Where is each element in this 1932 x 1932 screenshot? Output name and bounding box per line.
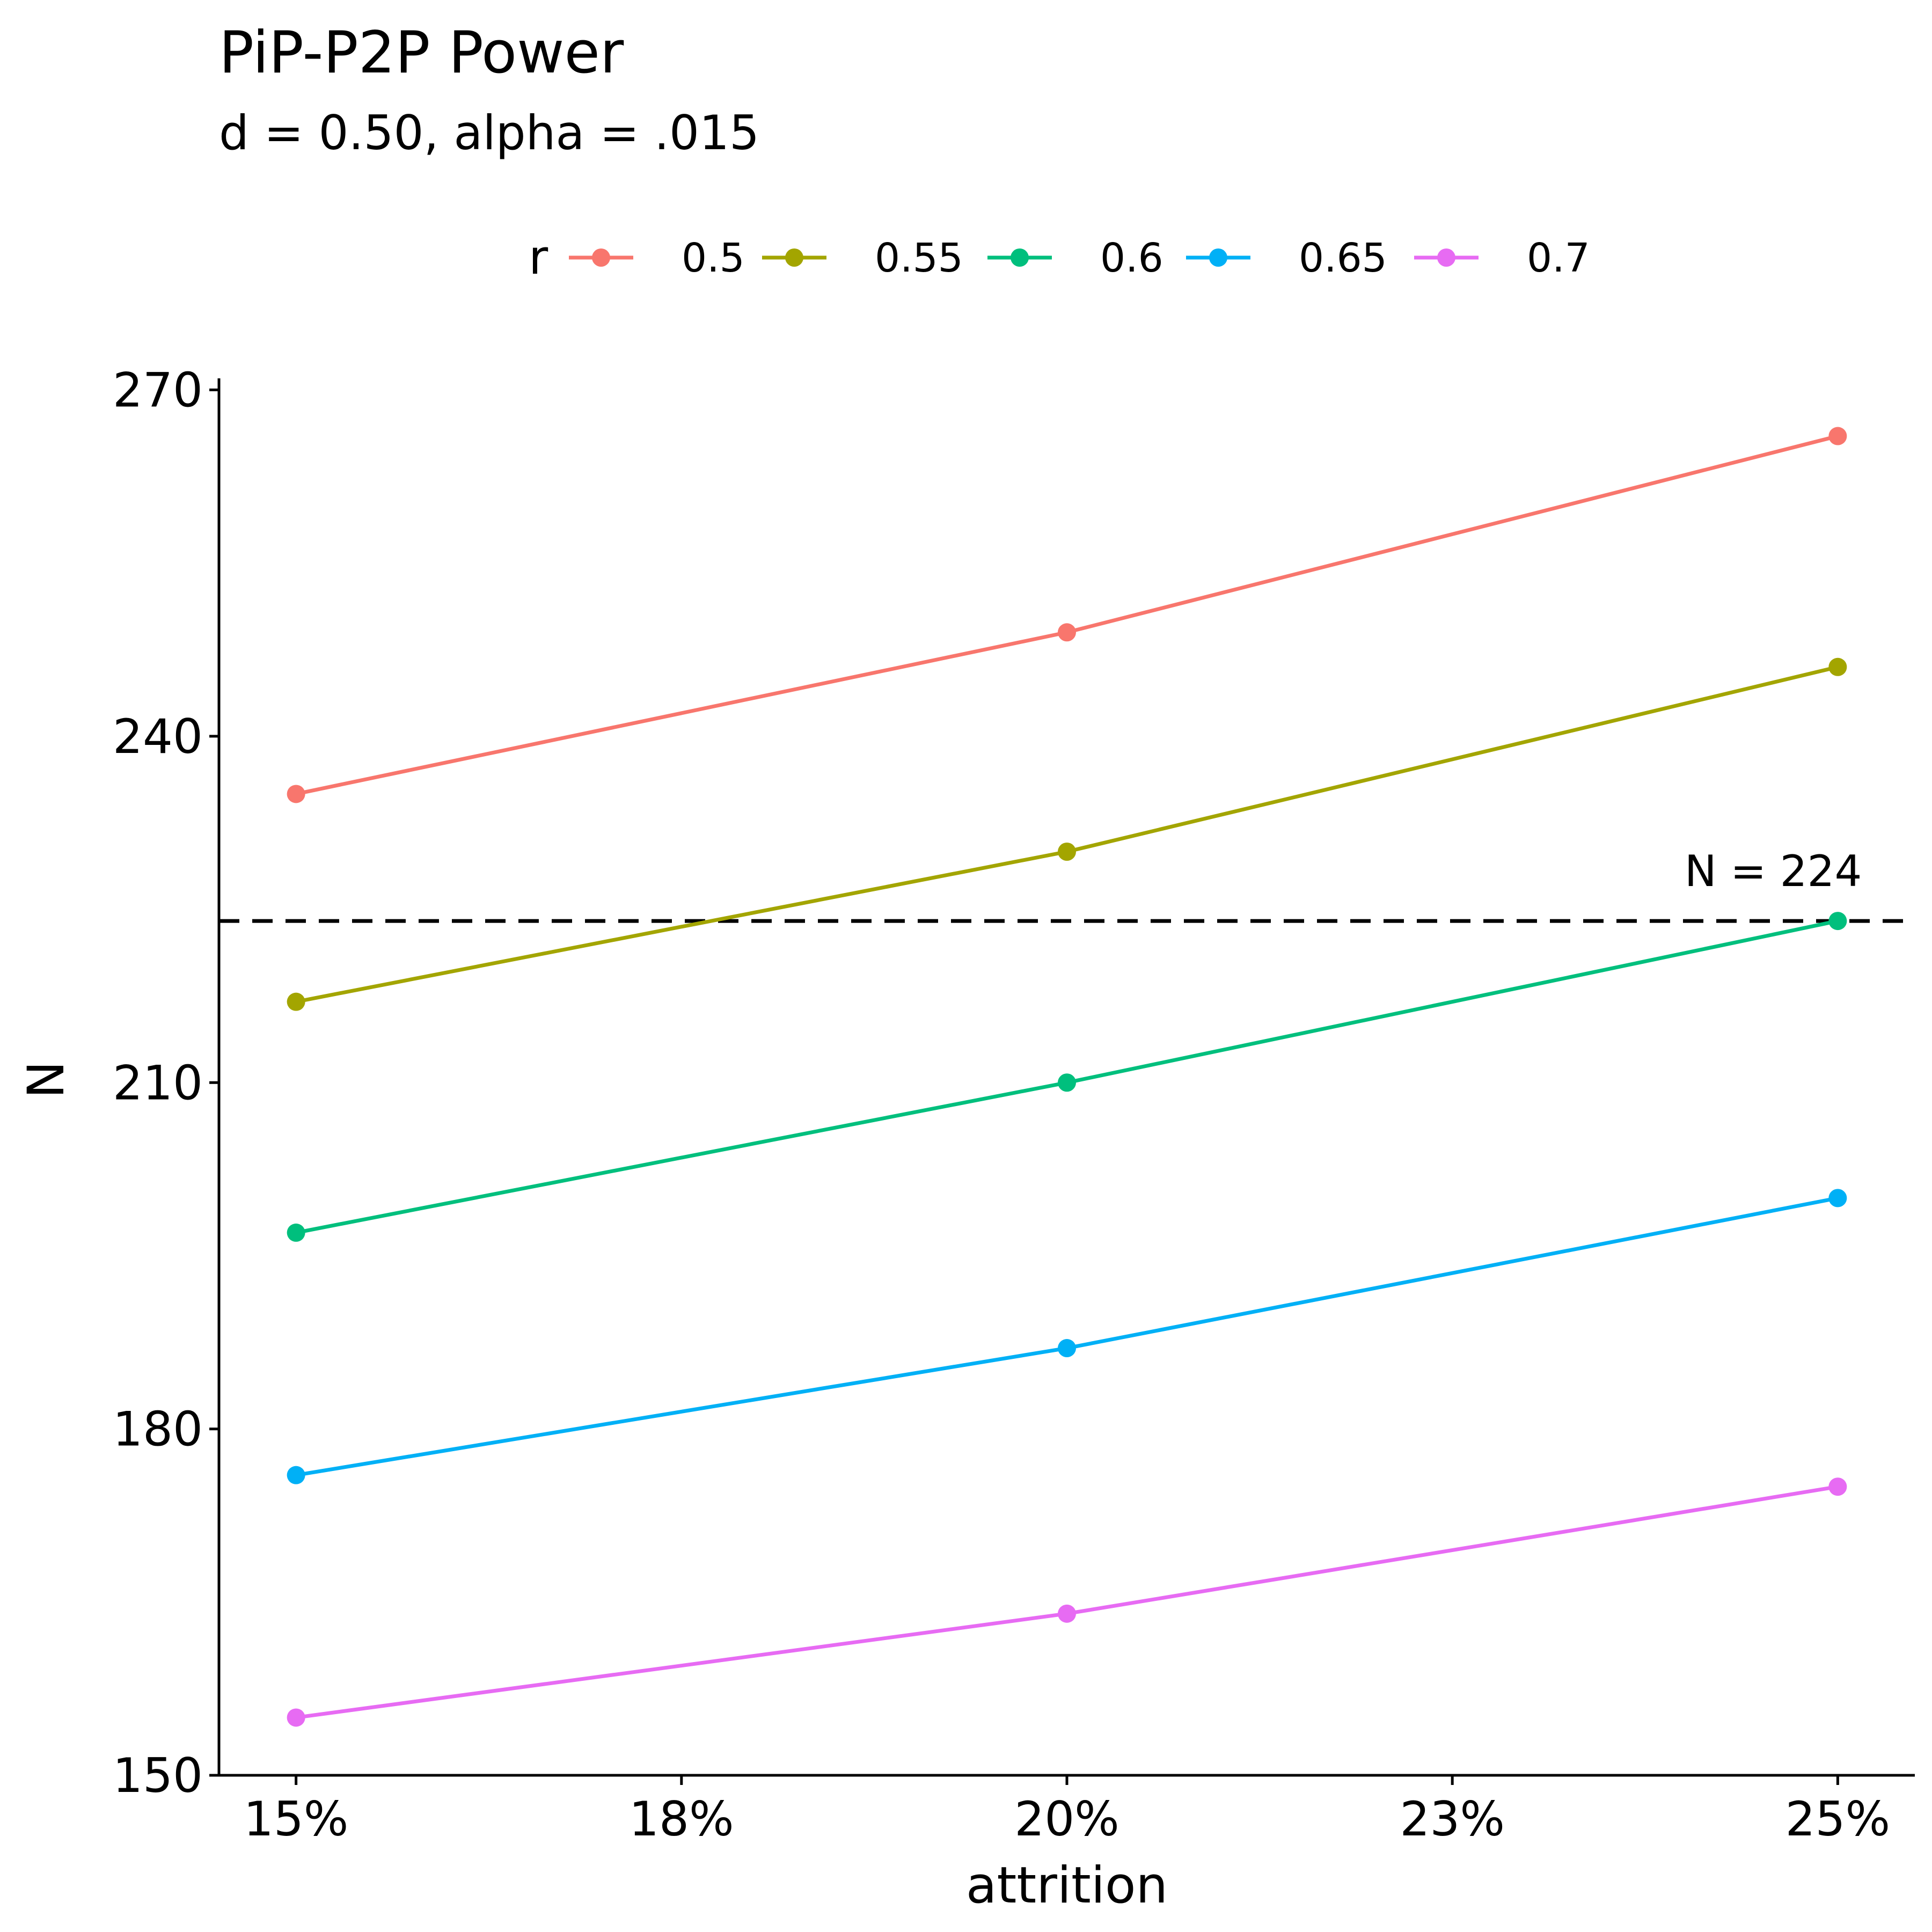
- legend-label: 0.6: [1100, 235, 1163, 281]
- reference-line-group: N = 224: [219, 846, 1915, 923]
- data-point-0.7: [1058, 1604, 1076, 1623]
- legend-label: 0.55: [875, 235, 963, 281]
- series-line-0.55: [295, 665, 1839, 1004]
- legend-key-point: [1437, 248, 1455, 267]
- series-line-0.5: [295, 434, 1839, 796]
- x-tick-label: 23%: [1400, 1791, 1505, 1847]
- reference-line-label: N = 224: [1685, 846, 1862, 896]
- legend-key-point: [785, 248, 803, 267]
- legend-key-point: [1209, 248, 1227, 267]
- legend-key-point: [1011, 248, 1029, 267]
- data-point-0.6: [1828, 912, 1847, 931]
- data-point-0.6: [1058, 1073, 1076, 1092]
- legend-title: r: [529, 230, 548, 285]
- series-group: [287, 427, 1847, 1727]
- x-tick-label: 25%: [1785, 1791, 1891, 1847]
- y-tick-label: 210: [113, 1055, 203, 1110]
- x-tick-label: 15%: [244, 1791, 349, 1847]
- data-point-0.6: [287, 1223, 305, 1242]
- data-point-0.65: [287, 1466, 305, 1484]
- data-point-0.65: [1058, 1339, 1076, 1358]
- data-point-0.7: [287, 1708, 305, 1727]
- y-tick-label: 240: [113, 709, 203, 764]
- data-point-0.55: [287, 992, 305, 1011]
- y-ticks: 150 180 210 240 270: [113, 363, 219, 1803]
- data-point-0.55: [1058, 843, 1076, 861]
- data-point-0.55: [1828, 657, 1847, 676]
- chart-title: PiP-P2P Power: [219, 19, 624, 86]
- series-line-0.65: [296, 1196, 1839, 1477]
- legend: r 0.5 0.55 0.6 0.65 0.7: [529, 230, 1590, 285]
- data-point-0.5: [1828, 427, 1847, 445]
- x-tick-label: 20%: [1014, 1791, 1119, 1847]
- x-tick-label: 18%: [629, 1791, 734, 1847]
- data-point-0.65: [1828, 1189, 1847, 1208]
- data-point-0.5: [1058, 623, 1076, 642]
- series-line-0.7: [296, 1484, 1838, 1719]
- y-axis-label: N: [17, 1061, 76, 1099]
- x-axis-label: attrition: [966, 1856, 1168, 1915]
- data-point-0.5: [287, 785, 305, 803]
- legend-label: 0.5: [682, 235, 745, 281]
- chart-subtitle: d = 0.50, alpha = .015: [219, 105, 759, 160]
- legend-label: 0.65: [1299, 235, 1387, 281]
- y-tick-label: 270: [113, 363, 203, 418]
- legend-key-point: [592, 248, 610, 267]
- data-point-0.7: [1828, 1477, 1847, 1496]
- legend-label: 0.7: [1527, 235, 1590, 281]
- y-tick-label: 180: [113, 1402, 203, 1457]
- y-tick-label: 150: [113, 1748, 203, 1803]
- x-ticks: 15% 18% 20% 23% 25%: [244, 1775, 1890, 1847]
